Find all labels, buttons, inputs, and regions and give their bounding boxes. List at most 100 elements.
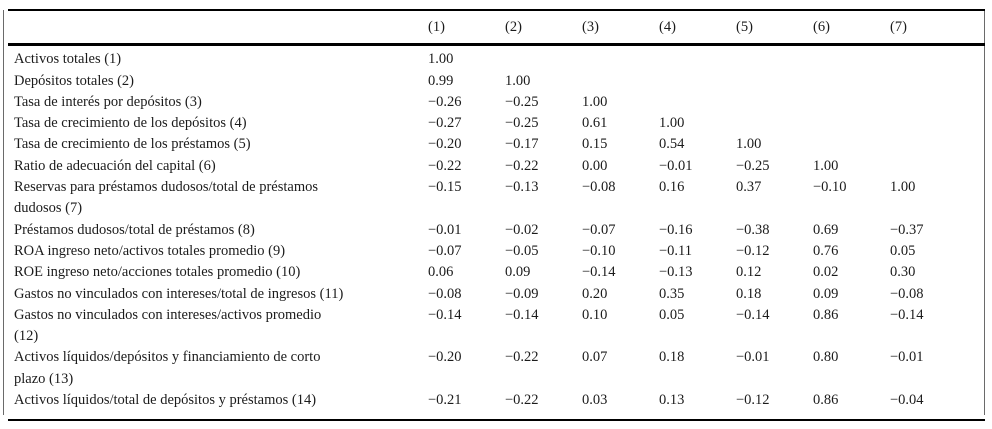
correlation-value: 0.80 bbox=[813, 349, 839, 366]
correlation-value: −0.05 bbox=[505, 242, 539, 259]
correlation-value bbox=[736, 45, 813, 71]
correlation-value bbox=[890, 71, 985, 92]
correlation-value: −0.25 bbox=[736, 157, 770, 174]
correlation-value bbox=[890, 113, 985, 134]
correlation-value bbox=[659, 45, 736, 71]
correlation-value: 0.35 bbox=[659, 285, 685, 302]
row-label: ROA ingreso neto/activos totales promedi… bbox=[14, 242, 286, 259]
page-edge-line-right bbox=[984, 10, 985, 415]
correlation-value: −0.25 bbox=[505, 93, 539, 110]
row-label: ROE ingreso neto/acciones totales promed… bbox=[14, 264, 301, 281]
correlation-value bbox=[736, 92, 813, 113]
correlation-value: −0.14 bbox=[582, 264, 616, 281]
table-row: Reservas para préstamos dudosos/total de… bbox=[8, 177, 985, 220]
column-header-3: (3) bbox=[582, 19, 599, 35]
correlation-value: −0.15 bbox=[428, 179, 462, 196]
correlation-value: −0.27 bbox=[428, 115, 462, 132]
column-header-7: (7) bbox=[890, 19, 907, 35]
correlation-value: −0.38 bbox=[736, 221, 770, 238]
correlation-value: −0.10 bbox=[813, 179, 847, 196]
correlation-value: −0.26 bbox=[428, 93, 462, 110]
correlation-value: 0.12 bbox=[736, 264, 762, 281]
correlation-value: −0.22 bbox=[505, 349, 539, 366]
row-label: Reservas para préstamos dudosos/total de… bbox=[14, 179, 319, 217]
header-spacer-cell bbox=[8, 10, 428, 45]
correlation-value: −0.14 bbox=[428, 306, 462, 323]
correlation-value: 0.09 bbox=[505, 264, 531, 281]
correlation-value: −0.11 bbox=[659, 242, 693, 259]
correlation-value: 1.00 bbox=[505, 72, 531, 89]
column-header-5: (5) bbox=[736, 19, 753, 35]
row-label: Gastos no vinculados con intereses/total… bbox=[14, 285, 344, 302]
correlation-value: 0.09 bbox=[813, 285, 839, 302]
correlation-value: −0.14 bbox=[736, 306, 770, 323]
correlation-value: −0.14 bbox=[890, 306, 924, 323]
correlation-value: 1.00 bbox=[890, 179, 916, 196]
correlation-value: −0.22 bbox=[505, 392, 539, 409]
correlation-value bbox=[736, 71, 813, 92]
correlation-value: 0.10 bbox=[582, 306, 608, 323]
correlation-value: 1.00 bbox=[582, 93, 608, 110]
correlation-value bbox=[582, 45, 659, 71]
correlation-value: 0.86 bbox=[813, 306, 839, 323]
correlation-value: −0.01 bbox=[428, 221, 462, 238]
correlation-value bbox=[813, 113, 890, 134]
row-label: Préstamos dudosos/total de préstamos (8) bbox=[14, 221, 255, 238]
header-row: (1) (2) (3) (4) (5) (6) (7) bbox=[8, 10, 985, 45]
correlation-value: −0.17 bbox=[505, 136, 539, 153]
correlation-value: −0.14 bbox=[505, 306, 539, 323]
correlation-value: 1.00 bbox=[659, 115, 685, 132]
table-row: Gastos no vinculados con intereses/total… bbox=[8, 284, 985, 305]
table-row: Activos líquidos/depósitos y financiamie… bbox=[8, 347, 985, 390]
correlation-value bbox=[813, 71, 890, 92]
correlation-value bbox=[813, 134, 890, 155]
table-row: Depósitos totales (2) 0.99 1.00 bbox=[8, 71, 985, 92]
table-body: Activos totales (1) 1.00 Depósitos totales… bbox=[8, 45, 985, 421]
correlation-value: 0.20 bbox=[582, 285, 608, 302]
correlation-value: 0.18 bbox=[659, 349, 685, 366]
table-row: Activos totales (1) 1.00 bbox=[8, 45, 985, 71]
correlation-value: 0.03 bbox=[582, 392, 608, 409]
row-label: Tasa de crecimiento de los préstamos (5) bbox=[14, 136, 251, 153]
correlation-value bbox=[659, 71, 736, 92]
correlation-value bbox=[890, 45, 985, 71]
row-label: Gastos no vinculados con intereses/activ… bbox=[14, 306, 322, 345]
table-row: ROE ingreso neto/acciones totales promed… bbox=[8, 262, 985, 283]
correlation-value bbox=[659, 92, 736, 113]
table-header: (1) (2) (3) (4) (5) (6) (7) bbox=[8, 10, 985, 45]
correlation-value: 0.16 bbox=[659, 179, 685, 196]
correlation-value: 0.07 bbox=[582, 349, 608, 366]
correlation-value: −0.01 bbox=[659, 157, 693, 174]
correlation-value: 0.30 bbox=[890, 264, 916, 281]
table-row: Tasa de crecimiento de los depósitos (4)… bbox=[8, 113, 985, 134]
column-header-1: (1) bbox=[428, 19, 445, 35]
correlation-value: −0.20 bbox=[428, 136, 462, 153]
table-row: Tasa de interés por depósitos (3) −0.26 −0… bbox=[8, 92, 985, 113]
table-row: Ratio de adecuación del capital (6) −0.22… bbox=[8, 156, 985, 177]
correlation-value: −0.37 bbox=[890, 221, 924, 238]
correlation-value: 0.05 bbox=[890, 242, 916, 259]
correlation-value: 0.02 bbox=[813, 264, 839, 281]
correlation-value: −0.12 bbox=[736, 392, 770, 409]
correlation-value: 0.99 bbox=[428, 72, 454, 89]
correlation-value: −0.13 bbox=[505, 179, 539, 196]
column-header-6: (6) bbox=[813, 19, 830, 35]
correlation-value: 0.06 bbox=[428, 264, 454, 281]
correlation-value: 0.13 bbox=[659, 392, 685, 409]
correlation-value: 0.54 bbox=[659, 136, 685, 153]
correlation-value: 0.76 bbox=[813, 242, 839, 259]
correlation-value bbox=[736, 113, 813, 134]
correlation-value bbox=[890, 134, 985, 155]
correlation-value: 1.00 bbox=[736, 136, 762, 153]
correlation-value: −0.16 bbox=[659, 221, 693, 238]
correlation-value: −0.02 bbox=[505, 221, 539, 238]
correlation-value bbox=[890, 92, 985, 113]
correlation-value: 0.69 bbox=[813, 221, 839, 238]
correlation-value: 0.00 bbox=[582, 157, 608, 174]
row-label: Ratio de adecuación del capital (6) bbox=[14, 157, 216, 174]
correlation-value bbox=[813, 92, 890, 113]
correlation-value: 1.00 bbox=[813, 157, 839, 174]
correlation-value bbox=[813, 45, 890, 71]
table-row: Préstamos dudosos/total de préstamos (8)… bbox=[8, 220, 985, 241]
correlation-value bbox=[582, 71, 659, 92]
